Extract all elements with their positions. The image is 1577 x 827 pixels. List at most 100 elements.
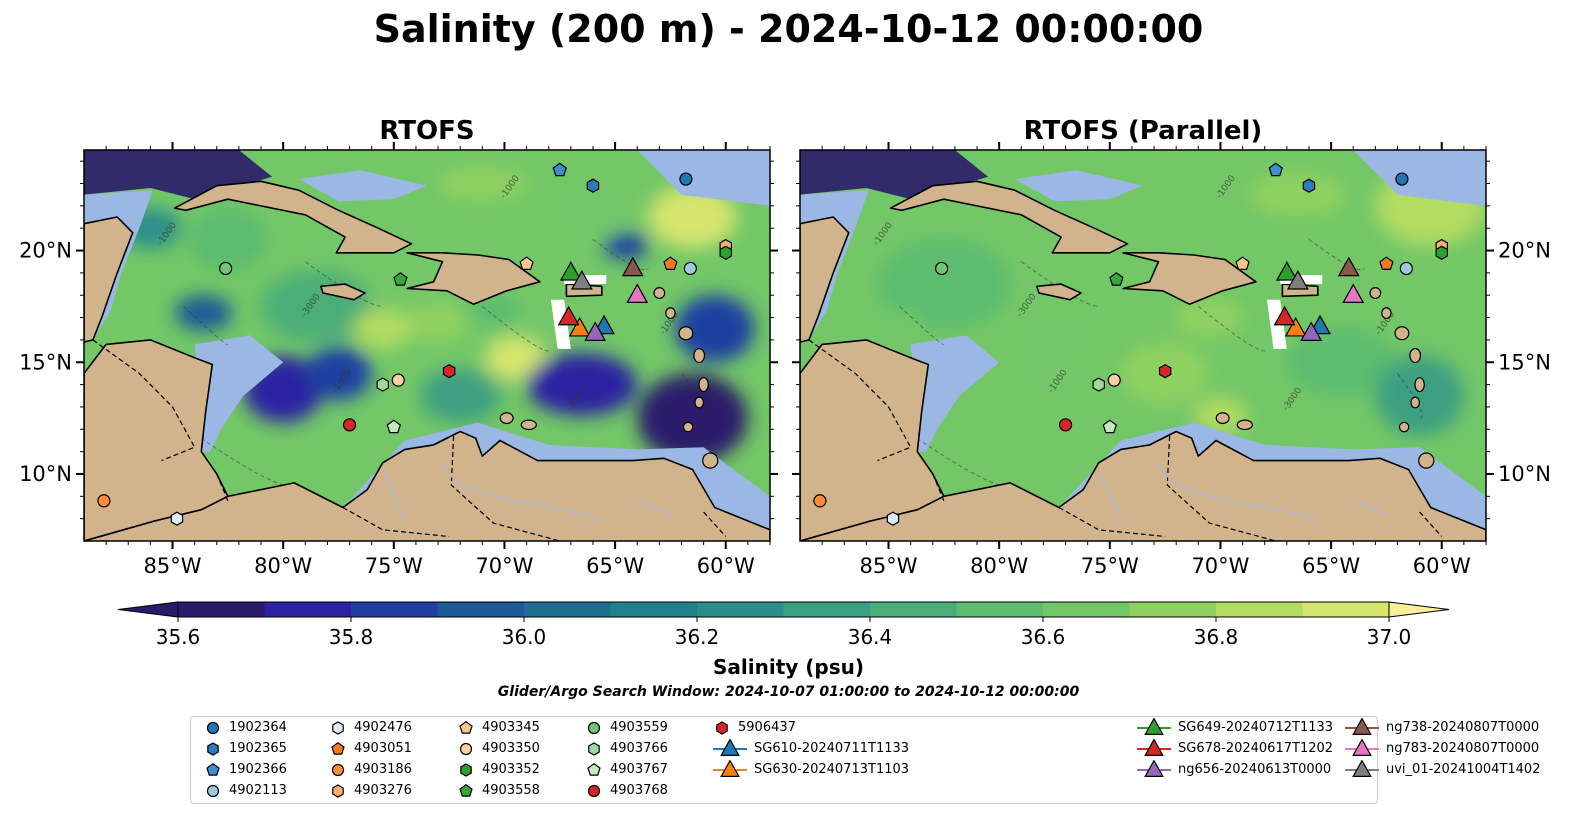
legend-symbol <box>459 720 473 734</box>
colorbar-segment <box>437 602 525 617</box>
legend-item: ng783-20240807T0000 <box>1344 739 1539 759</box>
legend-item: 4903767 <box>584 760 668 780</box>
legend-marker <box>713 739 747 756</box>
river <box>636 500 671 515</box>
colorbar-segment <box>870 602 957 617</box>
river <box>382 469 406 520</box>
colorbar-tick-label: 37.0 <box>1367 625 1412 649</box>
legend-symbol <box>331 763 345 777</box>
argo-float-marker <box>342 418 357 432</box>
legend-marker <box>716 721 728 735</box>
legend-label: SG630-20240713T1103 <box>754 762 910 777</box>
legend-marker <box>1345 739 1379 756</box>
colorbar-segment <box>524 602 611 617</box>
legend-label: 1902366 <box>229 762 287 777</box>
country-border <box>450 435 560 541</box>
legend-label: ng783-20240807T0000 <box>1386 741 1540 756</box>
legend-label: SG649-20240712T1133 <box>1178 720 1334 735</box>
island <box>694 396 704 409</box>
argo-float-marker <box>97 494 111 508</box>
salinity-patch <box>353 308 412 349</box>
legend-symbol <box>207 742 219 756</box>
legend-label: 4903559 <box>610 720 668 735</box>
argo-float-marker <box>552 162 567 177</box>
landmass-cuba <box>173 180 413 254</box>
colorbar-segment <box>610 602 698 617</box>
legend-symbol <box>587 784 601 798</box>
glider-marker <box>584 321 607 341</box>
x-tick-label: 70°W <box>475 554 533 578</box>
colorbar-segment <box>697 602 784 617</box>
colorbar-tick-label: 36.8 <box>1194 625 1239 649</box>
bathymetry-contour <box>183 306 229 346</box>
legend-label: 4903352 <box>482 762 540 777</box>
legend-item: 4903051 <box>328 739 412 759</box>
legend-item: 4903345 <box>456 718 540 738</box>
legend-marker <box>587 784 601 798</box>
legend-marker <box>1137 760 1171 777</box>
legend-label: 5906437 <box>738 720 796 735</box>
legend-triangle <box>720 760 740 777</box>
island <box>682 421 694 433</box>
colorbar-tick-label: 36.2 <box>675 625 720 649</box>
colorbar-segment <box>1043 602 1130 617</box>
salinity-patch <box>420 368 501 423</box>
argo-float-marker <box>391 373 405 387</box>
salinity-patch <box>648 185 737 249</box>
salinity-patch <box>464 295 523 327</box>
salinity-map-rtofs[interactable]: -1000-3000-1000-1000-3000-1000 85°W 80°W 75… <box>0 0 1577 600</box>
colorbar-tick-label: 35.6 <box>156 625 201 649</box>
colorbar-tick-label: 35.8 <box>329 625 374 649</box>
colorbar-tick-label: 36.0 <box>502 625 547 649</box>
glider-marker <box>568 316 591 337</box>
legend-marker <box>459 783 473 797</box>
legend-item: ng656-20240613T0000 <box>1136 760 1331 780</box>
bathymetry-contour <box>592 238 649 271</box>
legend-marker <box>1345 760 1379 777</box>
legend-item: 1902365 <box>203 739 287 759</box>
legend-triangle <box>1144 760 1164 777</box>
island <box>665 307 676 320</box>
map-frame <box>83 149 771 542</box>
legend-marker <box>460 763 472 777</box>
x-tick-label: 75°W <box>365 554 423 578</box>
landmass-hispaniola <box>406 252 541 305</box>
bathymetry-contour <box>172 417 284 486</box>
legend-marker <box>1345 718 1379 735</box>
legend-marker <box>587 762 601 776</box>
x-tick-label: 65°W <box>586 554 644 578</box>
legend-label: 4902113 <box>229 783 287 798</box>
salinity-patch <box>548 187 638 233</box>
salinity-patch <box>404 301 472 343</box>
argo-float-marker <box>586 178 600 193</box>
country-border <box>216 473 229 502</box>
legend-marker <box>588 742 600 756</box>
legend-label: 1902365 <box>229 741 287 756</box>
axis-ticks <box>76 142 778 549</box>
legend-label: 1902364 <box>229 720 287 735</box>
argo-float-marker <box>663 256 678 270</box>
landmass-central <box>84 339 229 541</box>
shelf-shallow <box>298 170 427 202</box>
legend-marker <box>713 760 747 777</box>
legend-item: 1902366 <box>203 760 287 780</box>
legend-item: 5906437 <box>712 718 796 738</box>
island <box>499 412 514 425</box>
legend-label: 4903276 <box>354 783 412 798</box>
glider-marker <box>626 283 649 304</box>
legend-triangle <box>1352 739 1372 756</box>
colorbar-max-extend <box>1388 601 1450 618</box>
glider-marker <box>621 256 644 277</box>
argo-float-marker <box>719 245 733 260</box>
island <box>678 326 694 341</box>
argo-float-marker <box>219 261 233 276</box>
legend-symbol <box>459 783 473 797</box>
country-border <box>92 339 196 462</box>
colorbar-segment <box>351 602 438 617</box>
salinity-patch <box>174 295 233 331</box>
salinity-patch <box>305 346 372 401</box>
legend-triangle <box>1352 760 1372 777</box>
river <box>437 462 605 520</box>
legend-item: 4903768 <box>584 781 668 801</box>
legend-label: 4903768 <box>610 783 668 798</box>
